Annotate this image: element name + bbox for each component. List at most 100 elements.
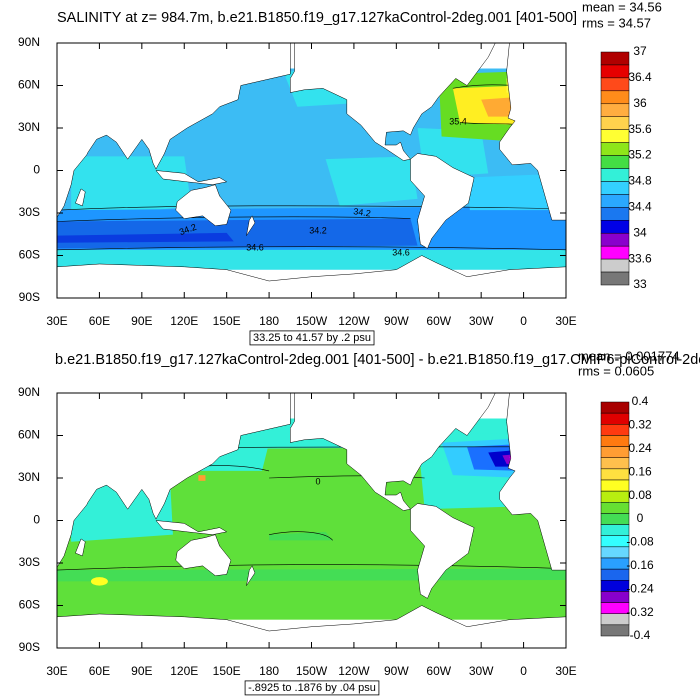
lon-label: 0: [520, 314, 527, 328]
colorbar-box: [600, 535, 630, 548]
colorbar-label: 34.4: [628, 200, 652, 214]
colorbar-box: [600, 220, 630, 234]
colorbar-box: [600, 142, 630, 156]
lon-label: 120W: [338, 314, 370, 328]
colorbar-box: [600, 207, 630, 221]
colorbar-box: [600, 513, 630, 525]
rect-shape: [198, 475, 206, 481]
colorbar-label: -0.4: [630, 628, 651, 642]
colorbar-box: [600, 245, 630, 260]
colorbar-label: 35.2: [628, 148, 652, 162]
colorbar-box: [600, 580, 630, 592]
colorbar-label: 36.4: [628, 70, 652, 84]
lon-label: 180: [259, 664, 279, 678]
lat-label: 90S: [19, 640, 40, 654]
colorbar-label: 34.8: [628, 174, 652, 188]
lon-label: 60E: [89, 664, 110, 678]
colorbar-box: [600, 424, 630, 436]
polygon-shape: [325, 156, 418, 206]
colorbar-box: [600, 90, 630, 105]
colorbar-label: -0.16: [626, 558, 654, 572]
lon-label: 30E: [46, 664, 67, 678]
colorbar-box: [600, 168, 630, 182]
lon-label: 120E: [170, 314, 198, 328]
lat-label: 60N: [18, 428, 40, 442]
range-note: 33.25 to 41.57 by .2 psu: [253, 332, 371, 344]
lon-label: 150W: [296, 664, 328, 678]
path-shape: [57, 85, 566, 250]
colorbar-label: 0.32: [628, 418, 652, 432]
colorbar-label: 36: [633, 96, 647, 110]
colorbar-box: [600, 524, 630, 536]
colorbar-label: 0.4: [632, 394, 649, 408]
stat-text: rms = 34.57: [582, 15, 651, 30]
lon-label: 0: [520, 664, 527, 678]
colorbar-box: [600, 624, 630, 637]
colorbar-label: -0.08: [626, 535, 654, 549]
lat-label: 30N: [18, 120, 40, 134]
polygon-shape: [269, 531, 333, 541]
lat-label: 90N: [18, 35, 40, 49]
contour-label: 34.2: [353, 206, 372, 218]
map-fill-2: [57, 393, 566, 648]
colorbar-box: [600, 502, 630, 514]
contour-label: 34.2: [309, 225, 327, 235]
lon-label: 30W: [469, 314, 494, 328]
stat-text: rms = 0.0605: [578, 363, 654, 378]
colorbar-box: [600, 557, 630, 570]
colorbar-label: 35.6: [628, 122, 652, 136]
lon-label: 30W: [469, 664, 494, 678]
polygon-shape: [57, 568, 566, 582]
range-note: -.8925 to .1876 by .04 psu: [248, 682, 376, 694]
lat-label: 0: [33, 163, 40, 177]
lon-label: 150E: [213, 664, 241, 678]
ellipse-shape: [90, 577, 108, 586]
colorbar-box: [600, 194, 630, 208]
lat-label: 90N: [18, 385, 40, 399]
lat-label: 30N: [18, 470, 40, 484]
colorbar-box: [600, 116, 630, 130]
colorbar-label: -0.24: [626, 581, 654, 595]
colorbar-box: [600, 602, 630, 614]
lat-label: 60N: [18, 78, 40, 92]
colorbar-box: [600, 546, 630, 559]
colorbar-box: [600, 591, 630, 603]
colorbar-label: 34: [633, 225, 647, 239]
panel-title: b.e21.B1850.f19_g17.127kaControl-2deg.00…: [55, 352, 700, 368]
colorbar-label: 0.24: [628, 441, 652, 455]
colorbar-label: -0.32: [626, 605, 654, 619]
lon-label: 180: [259, 314, 279, 328]
lon-label: 90W: [384, 314, 409, 328]
colorbar-box: [600, 258, 630, 273]
colorbar-box: [600, 446, 630, 458]
panel-title: SALINITY at z= 984.7m, b.e21.B1850.f19_g…: [57, 10, 577, 26]
contour-label: 34.6: [392, 247, 410, 257]
lat-label: 30S: [19, 205, 40, 219]
stat-text: mean = 34.56: [582, 0, 662, 14]
colorbar-box: [600, 568, 630, 581]
colorbar-box: [600, 412, 630, 425]
colorbar-box: [600, 479, 630, 492]
colorbar-box: [600, 232, 630, 247]
map-fill-1: [57, 43, 566, 298]
stat-text: mean = 0.001774: [578, 348, 680, 363]
colorbar-box: [600, 155, 630, 169]
colorbar-box: [600, 401, 630, 414]
colorbar-box: [600, 64, 630, 79]
colorbar-box: [600, 490, 630, 503]
lat-label: 60S: [19, 598, 40, 612]
colorbar-box: [600, 129, 630, 143]
lon-label: 30E: [555, 664, 576, 678]
colorbar-box: [600, 613, 630, 626]
lon-label: 60W: [426, 664, 451, 678]
lat-label: 0: [33, 513, 40, 527]
contour-label: 35.4: [449, 116, 467, 126]
lat-label: 90S: [19, 290, 40, 304]
lat-label: 60S: [19, 248, 40, 262]
polygon-shape: [57, 232, 234, 243]
lon-label: 150E: [213, 314, 241, 328]
colorbar-label: 0.16: [628, 464, 652, 478]
polygon-shape: [57, 218, 418, 249]
lon-label: 120E: [170, 664, 198, 678]
